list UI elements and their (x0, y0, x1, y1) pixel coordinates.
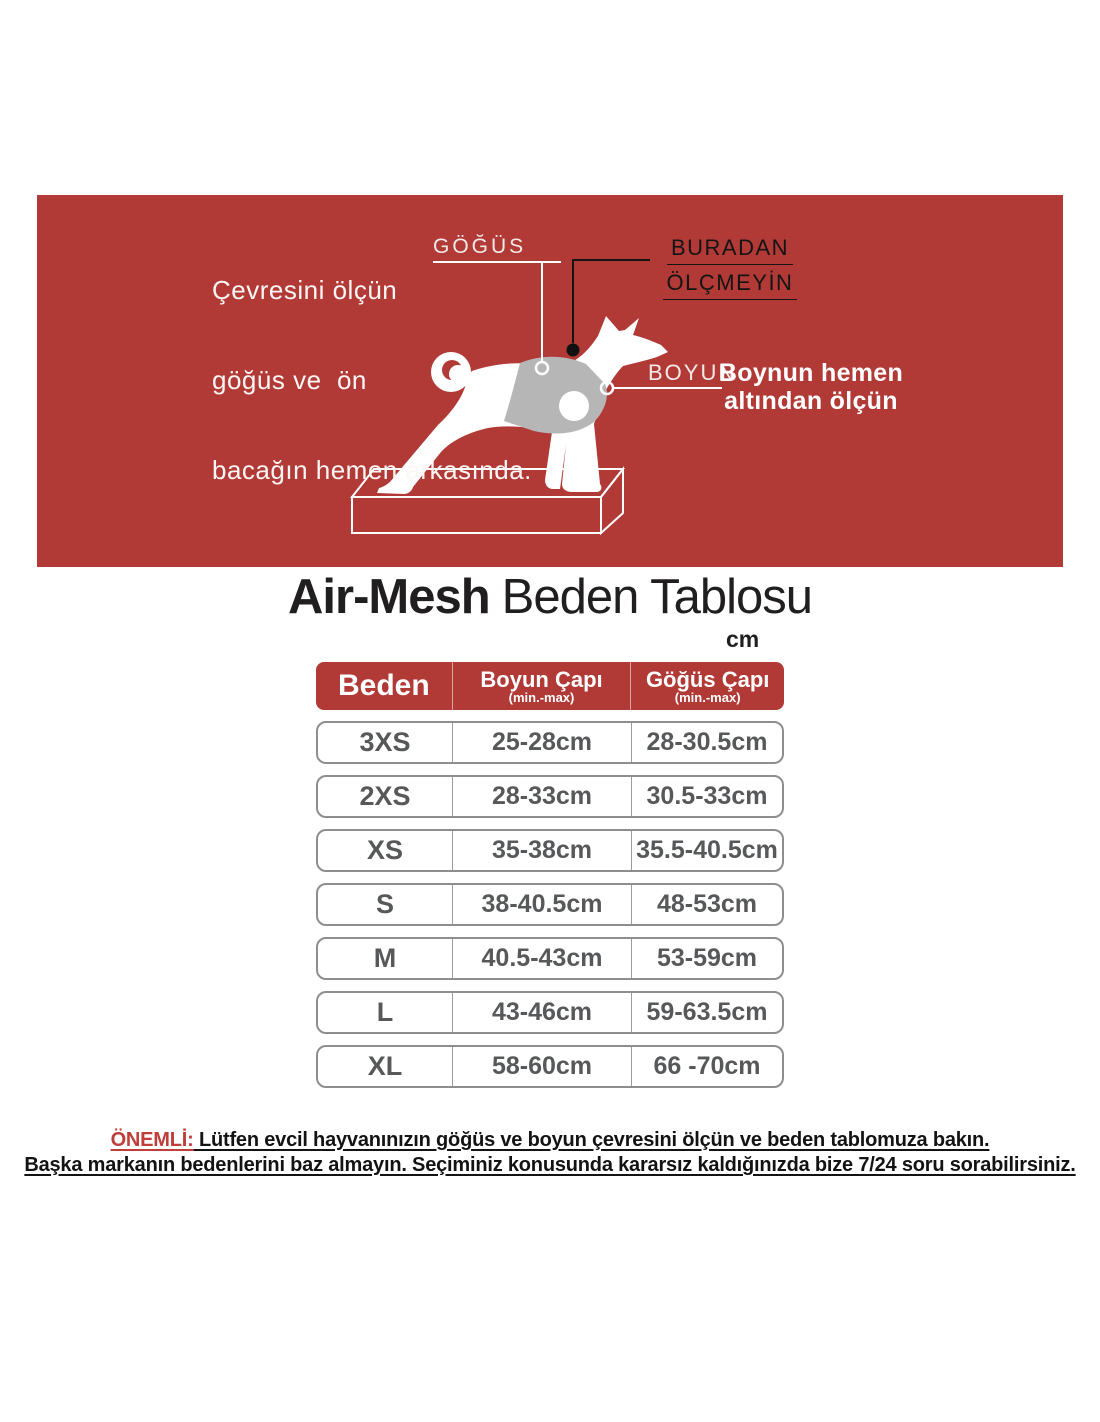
chest-measure-note-line3: bacağın hemen arkasında. (212, 455, 532, 485)
chest-cell: 28-30.5cm (646, 728, 768, 756)
neck-measure-note-line1: Boynun hemen (718, 359, 904, 387)
neck-cell: 43-46cm (453, 993, 632, 1032)
important-label: ÖNEMLİ: (110, 1129, 194, 1151)
table-row: S 38-40.5cm 48-53cm (316, 883, 784, 926)
size-cell: 3XS (318, 723, 453, 762)
chest-measure-note-line1: Çevresini ölçün (212, 275, 398, 305)
chest-cell: 35.5-40.5cm (636, 836, 778, 864)
table-row: L 43-46cm 59-63.5cm (316, 991, 784, 1034)
header-chest-sub: (min.-max) (674, 689, 741, 705)
table-row: 2XS 28-33cm 30.5-33cm (316, 775, 784, 818)
brand-name: Air-Mesh (288, 570, 491, 624)
size-table: Beden Boyun Çapı (min.-max) Göğüs Çapı (… (316, 662, 784, 1088)
neck-marker-ring (599, 380, 615, 396)
important-note-line2: Başka markanın bedenlerini baz almayın. … (0, 1153, 1100, 1178)
chest-cell: 59-63.5cm (646, 998, 768, 1026)
chest-marker-ring (534, 360, 550, 376)
neck-cell: 28-33cm (453, 777, 632, 816)
neck-measure-note: Boynun hemen altından ölçün (716, 359, 906, 415)
header-neck: Boyun Çapı (min.-max) (451, 662, 631, 710)
header-chest-label: Göğüs Çapı (645, 666, 770, 692)
neck-measure-note-line2: altından ölçün (724, 387, 898, 415)
pedestal-box (349, 466, 626, 536)
chest-cell: 30.5-33cm (646, 782, 768, 810)
important-note-line1: ÖNEMLİ: Lütfen evcil hayvanınızın göğüs … (0, 1128, 1100, 1153)
size-cell: L (318, 993, 453, 1032)
chest-callout-line (433, 261, 561, 361)
table-row: M 40.5-43cm 53-59cm (316, 937, 784, 980)
dog-illustration (349, 259, 722, 536)
neck-cell: 58-60cm (453, 1047, 632, 1086)
chest-cell: 53-59cm (656, 944, 758, 972)
chest-cell: 66 -70cm (653, 1052, 761, 1080)
page-title: Air-Mesh Beden Tablosu (0, 569, 1100, 625)
dont-measure-label: BURADAN ÖLÇMEYİN (647, 235, 813, 305)
dont-measure-line2: ÖLÇMEYİN (662, 270, 798, 300)
size-cell: 2XS (318, 777, 453, 816)
table-row: 3XS 25-28cm 28-30.5cm (316, 721, 784, 764)
important-note: ÖNEMLİ: Lütfen evcil hayvanınızın göğüs … (0, 1128, 1100, 1178)
neck-cell: 25-28cm (453, 723, 632, 762)
table-row: XS 35-38cm 35.5-40.5cm (316, 829, 784, 872)
neck-cell: 40.5-43cm (453, 939, 632, 978)
chest-measure-note: Çevresini ölçün göğüs ve ön bacağın heme… (212, 215, 532, 545)
dont-measure-line1: BURADAN (666, 235, 794, 265)
table-row: XL 58-60cm 66 -70cm (316, 1045, 784, 1088)
size-cell: M (318, 939, 453, 978)
title-rest: Beden Tablosu (501, 570, 813, 624)
neck-cell: 35-38cm (453, 831, 632, 870)
harness-leg-hole (559, 391, 589, 421)
table-header-row: Beden Boyun Çapı (min.-max) Göğüs Çapı (… (316, 662, 784, 710)
chest-cell: 48-53cm (656, 890, 758, 918)
header-size: Beden (338, 669, 430, 702)
neck-cell: 38-40.5cm (453, 885, 632, 924)
header-neck-sub: (min.-max) (508, 689, 575, 705)
size-cell: XL (318, 1047, 453, 1086)
chest-label: GÖĞÜS (433, 235, 527, 258)
dont-measure-callout-line (572, 259, 650, 343)
unit-label: cm (726, 626, 760, 652)
header-chest: Göğüs Çapı (min.-max) (630, 662, 784, 710)
dont-measure-dot (566, 343, 580, 357)
neck-label: BOYUN (648, 360, 737, 385)
size-cell: XS (318, 831, 453, 870)
measuring-instructions-banner: Çevresini ölçün göğüs ve ön bacağın heme… (37, 195, 1063, 567)
size-cell: S (318, 885, 453, 924)
important-note-line1-text: Lütfen evcil hayvanınızın göğüs ve boyun… (193, 1129, 990, 1151)
header-neck-label: Boyun Çapı (480, 666, 603, 692)
important-note-line2-text: Başka markanın bedenlerini baz almayın. … (24, 1154, 1076, 1176)
chest-measure-note-line2: göğüs ve ön (212, 365, 367, 395)
